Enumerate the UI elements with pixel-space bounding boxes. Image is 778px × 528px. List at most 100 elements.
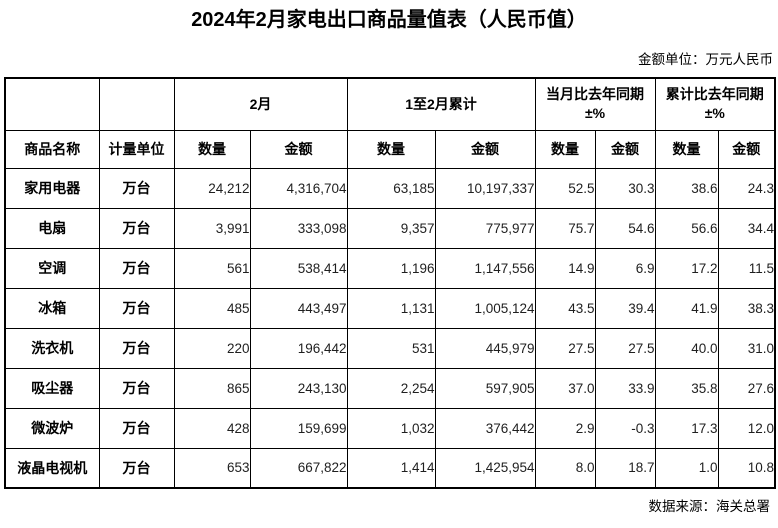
cumulative-amount-cell: 1,005,124 <box>434 287 536 329</box>
measure-unit-cell: 万台 <box>98 247 175 289</box>
header-amount: 金额 <box>594 129 656 169</box>
measure-unit-cell: 万台 <box>98 407 175 449</box>
measure-unit-cell: 万台 <box>98 167 175 209</box>
product-name-cell: 吸尘器 <box>4 367 100 409</box>
feb-quantity-cell: 220 <box>173 327 251 369</box>
cumulative-yoy-quantity-cell: 38.6 <box>654 167 719 209</box>
product-name-cell: 微波炉 <box>4 407 100 449</box>
header-amount: 金额 <box>717 129 776 169</box>
feb-quantity-cell: 653 <box>173 447 251 489</box>
cumulative-yoy-amount-cell: 34.4 <box>717 207 776 249</box>
month-yoy-quantity-cell: 14.9 <box>534 247 596 289</box>
feb-quantity-cell: 865 <box>173 367 251 409</box>
month-yoy-quantity-cell: 27.5 <box>534 327 596 369</box>
cumulative-amount-cell: 1,147,556 <box>434 247 536 289</box>
header-group-jan-feb-cumulative: 1至2月累计 <box>346 77 536 131</box>
cumulative-quantity-cell: 63,185 <box>346 167 436 209</box>
month-yoy-quantity-cell: 37.0 <box>534 367 596 409</box>
header-amount: 金额 <box>434 129 536 169</box>
month-yoy-quantity-cell: 52.5 <box>534 167 596 209</box>
table-row: 冰箱 万台 485 443,497 1,131 1,005,124 43.5 39.4 41.9… <box>4 287 776 329</box>
cumulative-yoy-quantity-cell: 17.3 <box>654 407 719 449</box>
cumulative-yoy-quantity-cell: 35.8 <box>654 367 719 409</box>
group-label-line2: ±% <box>584 105 606 122</box>
cumulative-amount-cell: 10,197,337 <box>434 167 536 209</box>
cumulative-quantity-cell: 531 <box>346 327 436 369</box>
header-group-cumulative-yoy: 累计比去年同期 ±% <box>654 77 776 131</box>
feb-amount-cell: 159,699 <box>249 407 348 449</box>
report-page: 2024年2月家电出口商品量值表（人民币值） 金额单位：万元人民币 2月 1至2… <box>4 9 777 514</box>
source-note: 数据来源：海关总署 <box>648 499 771 514</box>
cumulative-yoy-quantity-cell: 56.6 <box>654 207 719 249</box>
header-quantity: 数量 <box>173 129 251 169</box>
product-name-cell: 液晶电视机 <box>4 447 100 489</box>
cumulative-yoy-amount-cell: 24.3 <box>717 167 776 209</box>
cumulative-yoy-amount-cell: 38.3 <box>717 287 776 329</box>
cumulative-yoy-quantity-cell: 40.0 <box>654 327 719 369</box>
month-yoy-amount-cell: -0.3 <box>594 407 656 449</box>
month-yoy-amount-cell: 39.4 <box>594 287 656 329</box>
cumulative-amount-cell: 376,442 <box>434 407 536 449</box>
measure-unit-cell: 万台 <box>98 367 175 409</box>
feb-quantity-cell: 561 <box>173 247 251 289</box>
header-product-name: 商品名称 <box>4 129 100 169</box>
cumulative-amount-cell: 445,979 <box>434 327 536 369</box>
month-yoy-quantity-cell: 8.0 <box>534 447 596 489</box>
header-quantity: 数量 <box>654 129 719 169</box>
header-empty-cell <box>4 77 100 131</box>
cumulative-yoy-amount-cell: 11.5 <box>717 247 776 289</box>
feb-quantity-cell: 3,991 <box>173 207 251 249</box>
feb-amount-cell: 443,497 <box>249 287 348 329</box>
table-row: 微波炉 万台 428 159,699 1,032 376,442 2.9 -0.3 17.3 12… <box>4 407 776 449</box>
header-quantity: 数量 <box>346 129 436 169</box>
cumulative-amount-cell: 1,425,954 <box>434 447 536 489</box>
header-measure-unit: 计量单位 <box>98 129 175 169</box>
measure-unit-cell: 万台 <box>98 287 175 329</box>
cumulative-quantity-cell: 1,196 <box>346 247 436 289</box>
table-body: 家用电器 万台 24,212 4,316,704 63,185 10,197,337 52.… <box>4 167 776 489</box>
month-yoy-amount-cell: 54.6 <box>594 207 656 249</box>
cumulative-amount-cell: 775,977 <box>434 207 536 249</box>
table-row: 液晶电视机 万台 653 667,822 1,414 1,425,954 8.0 18.7 1.… <box>4 447 776 489</box>
header-quantity: 数量 <box>534 129 596 169</box>
feb-amount-cell: 196,442 <box>249 327 348 369</box>
cumulative-quantity-cell: 2,254 <box>346 367 436 409</box>
product-name-cell: 空调 <box>4 247 100 289</box>
header-group-february: 2月 <box>173 77 348 131</box>
month-yoy-quantity-cell: 2.9 <box>534 407 596 449</box>
table-row: 洗衣机 万台 220 196,442 531 445,979 27.5 27.5 40.0 31.… <box>4 327 776 369</box>
table-row: 空调 万台 561 538,414 1,196 1,147,556 14.9 6.9 17.2 1… <box>4 247 776 289</box>
header-label-row: 商品名称 计量单位 数量 金额 数量 金额 数量 金额 数量 金额 <box>4 129 776 169</box>
feb-amount-cell: 538,414 <box>249 247 348 289</box>
feb-amount-cell: 4,316,704 <box>249 167 348 209</box>
unit-note: 金额单位：万元人民币 <box>638 52 773 67</box>
month-yoy-amount-cell: 33.9 <box>594 367 656 409</box>
cumulative-yoy-amount-cell: 31.0 <box>717 327 776 369</box>
feb-amount-cell: 243,130 <box>249 367 348 409</box>
table-row: 电扇 万台 3,991 333,098 9,357 775,977 75.7 54.6 56.6… <box>4 207 776 249</box>
group-label: 累计比去年同期 <box>665 86 764 103</box>
group-label: 当月比去年同期 <box>546 86 645 103</box>
cumulative-yoy-quantity-cell: 41.9 <box>654 287 719 329</box>
measure-unit-cell: 万台 <box>98 447 175 489</box>
product-name-cell: 洗衣机 <box>4 327 100 369</box>
month-yoy-quantity-cell: 43.5 <box>534 287 596 329</box>
table-row: 家用电器 万台 24,212 4,316,704 63,185 10,197,337 52.… <box>4 167 776 209</box>
cumulative-yoy-amount-cell: 12.0 <box>717 407 776 449</box>
header-group-row: 2月 1至2月累计 当月比去年同期 ±% 累计比去年同期 ±% <box>4 77 776 131</box>
measure-unit-cell: 万台 <box>98 207 175 249</box>
month-yoy-amount-cell: 30.3 <box>594 167 656 209</box>
page-title: 2024年2月家电出口商品量值表（人民币值） <box>191 9 587 31</box>
header-empty-cell <box>98 77 175 131</box>
header-group-month-yoy: 当月比去年同期 ±% <box>534 77 656 131</box>
product-name-cell: 冰箱 <box>4 287 100 329</box>
cumulative-quantity-cell: 1,032 <box>346 407 436 449</box>
product-name-cell: 电扇 <box>4 207 100 249</box>
feb-amount-cell: 333,098 <box>249 207 348 249</box>
cumulative-quantity-cell: 9,357 <box>346 207 436 249</box>
cumulative-quantity-cell: 1,131 <box>346 287 436 329</box>
group-label-line2: ±% <box>704 105 725 122</box>
month-yoy-amount-cell: 18.7 <box>594 447 656 489</box>
export-commodity-table: 2月 1至2月累计 当月比去年同期 ±% 累计比去年同期 ±% 商品名称 <box>4 77 777 489</box>
feb-quantity-cell: 24,212 <box>173 167 251 209</box>
